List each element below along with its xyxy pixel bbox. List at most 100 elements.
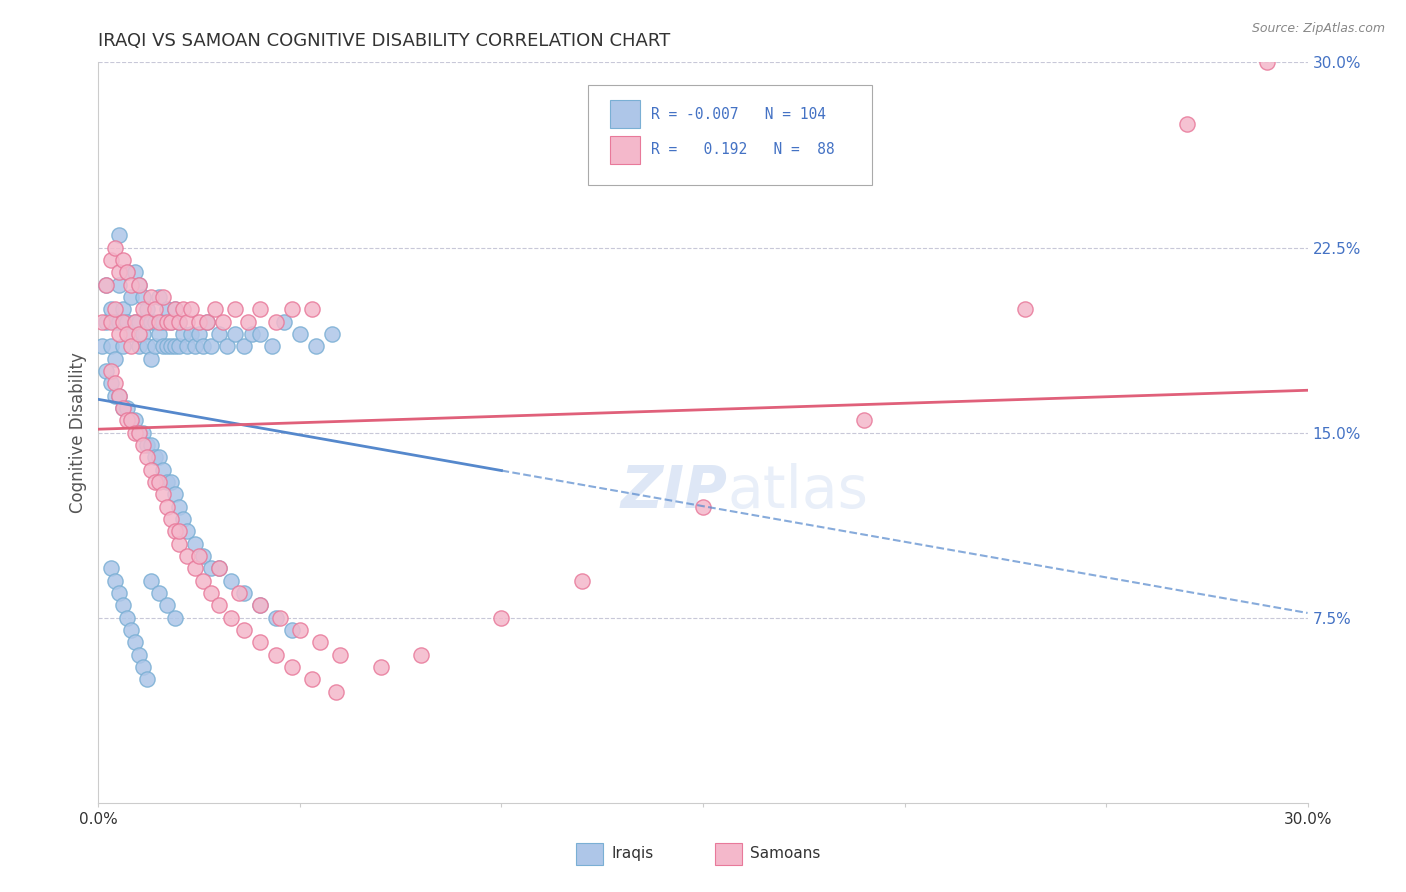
- Text: Samoans: Samoans: [751, 847, 821, 862]
- Point: [96, 277, 118, 292]
- Point: [200, 586, 222, 600]
- Point: [124, 413, 146, 427]
- Point: [103, 388, 125, 402]
- Point: [160, 314, 183, 328]
- Point: [305, 339, 328, 353]
- Point: [132, 302, 155, 317]
- Point: [224, 302, 246, 317]
- Point: [100, 376, 122, 391]
- Point: [249, 302, 271, 317]
- Point: [172, 326, 194, 341]
- Point: [103, 314, 125, 328]
- Point: [853, 413, 876, 427]
- Point: [148, 314, 170, 328]
- Point: [132, 290, 155, 304]
- Bar: [576, 843, 603, 865]
- Point: [152, 462, 174, 476]
- Point: [264, 648, 287, 662]
- Point: [409, 648, 432, 662]
- Point: [156, 475, 179, 489]
- Point: [160, 314, 183, 328]
- Point: [103, 302, 125, 317]
- Point: [195, 314, 218, 328]
- Point: [107, 388, 129, 402]
- Point: [124, 314, 146, 328]
- Point: [91, 339, 114, 353]
- Point: [249, 599, 271, 613]
- Point: [1175, 117, 1198, 131]
- Point: [103, 240, 125, 255]
- Point: [107, 228, 129, 243]
- Point: [152, 487, 174, 501]
- Point: [128, 277, 150, 292]
- Point: [148, 290, 170, 304]
- Point: [132, 660, 155, 674]
- Point: [143, 450, 166, 465]
- Point: [204, 302, 226, 317]
- Point: [193, 574, 215, 588]
- Point: [160, 339, 183, 353]
- Point: [325, 685, 347, 699]
- Point: [188, 549, 211, 563]
- Point: [309, 635, 332, 649]
- Bar: [716, 843, 742, 865]
- Point: [217, 339, 239, 353]
- Point: [100, 364, 122, 378]
- Point: [139, 351, 162, 366]
- Point: [208, 599, 231, 613]
- Point: [221, 574, 243, 588]
- Point: [163, 302, 186, 317]
- Point: [100, 252, 122, 267]
- Point: [249, 635, 271, 649]
- Point: [124, 425, 146, 440]
- Point: [107, 265, 129, 279]
- Point: [176, 314, 198, 328]
- Point: [135, 673, 157, 687]
- Point: [208, 561, 231, 575]
- Point: [111, 252, 134, 267]
- Point: [143, 302, 166, 317]
- Point: [111, 401, 134, 415]
- Point: [132, 326, 155, 341]
- Point: [176, 339, 198, 353]
- Point: [212, 314, 235, 328]
- Point: [115, 401, 138, 415]
- Point: [107, 388, 129, 402]
- Point: [156, 314, 179, 328]
- Point: [236, 314, 259, 328]
- Point: [107, 314, 129, 328]
- Point: [111, 314, 134, 328]
- Point: [135, 302, 157, 317]
- Point: [188, 314, 211, 328]
- Point: [111, 339, 134, 353]
- Point: [172, 512, 194, 526]
- Point: [200, 561, 222, 575]
- FancyBboxPatch shape: [588, 85, 872, 185]
- Point: [152, 339, 174, 353]
- Point: [139, 462, 162, 476]
- Text: R = -0.007   N = 104: R = -0.007 N = 104: [651, 107, 825, 122]
- Point: [107, 277, 129, 292]
- Point: [143, 314, 166, 328]
- Point: [115, 326, 138, 341]
- Bar: [610, 136, 640, 164]
- Point: [120, 413, 142, 427]
- Point: [100, 561, 122, 575]
- Point: [184, 339, 207, 353]
- Point: [370, 660, 392, 674]
- Text: ZIP: ZIP: [620, 463, 727, 520]
- Point: [232, 623, 254, 637]
- Text: Iraqis: Iraqis: [612, 847, 654, 862]
- Point: [167, 500, 190, 514]
- Point: [115, 610, 138, 624]
- Point: [176, 549, 198, 563]
- Point: [281, 660, 304, 674]
- Point: [124, 265, 146, 279]
- Point: [128, 314, 150, 328]
- Point: [148, 586, 170, 600]
- Point: [96, 314, 118, 328]
- Point: [139, 438, 162, 452]
- Point: [260, 339, 283, 353]
- Point: [100, 314, 122, 328]
- Point: [176, 524, 198, 539]
